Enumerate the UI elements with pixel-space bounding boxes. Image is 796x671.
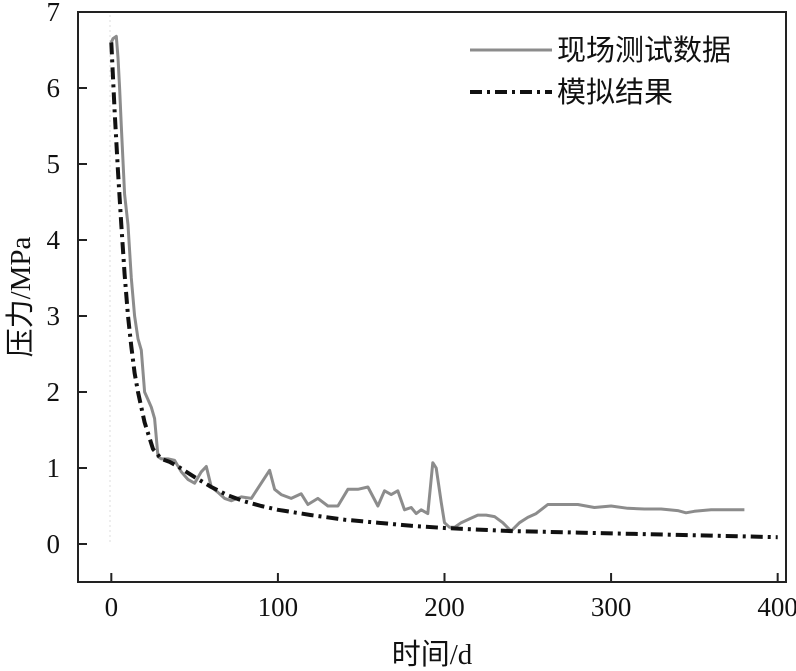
x-tick-label: 200 (424, 592, 465, 622)
y-tick-label: 0 (47, 529, 61, 559)
x-tick-label: 0 (105, 592, 119, 622)
x-axis-ticks: 0 100 200 300 400 (105, 573, 796, 622)
legend: 现场测试数据 模拟结果 (470, 34, 731, 109)
y-tick-label: 6 (47, 73, 61, 103)
y-tick-label: 4 (47, 225, 61, 255)
y-axis-title: 压力/MPa (4, 236, 37, 357)
x-axis-title: 时间/d (392, 638, 473, 671)
y-axis-ticks: 0 1 2 3 4 5 6 7 (47, 0, 87, 559)
y-tick-label: 7 (47, 0, 61, 27)
y-tick-label: 3 (47, 301, 61, 331)
x-tick-label: 100 (258, 592, 299, 622)
series-line-field-data (109, 34, 745, 533)
x-tick-label: 400 (757, 592, 796, 622)
plot-frame (77, 11, 787, 583)
plot-area: 0 100 200 300 400 0 1 2 3 4 5 6 7 (47, 0, 796, 622)
series-layer (109, 34, 778, 540)
legend-label-field-data: 现场测试数据 (557, 34, 731, 67)
y-tick-label: 1 (47, 453, 61, 483)
legend-label-simulation: 模拟结果 (557, 76, 673, 109)
y-tick-label: 2 (47, 377, 61, 407)
series-line-simulation (109, 42, 778, 540)
x-tick-label: 300 (591, 592, 632, 622)
y-tick-label: 5 (47, 149, 61, 179)
